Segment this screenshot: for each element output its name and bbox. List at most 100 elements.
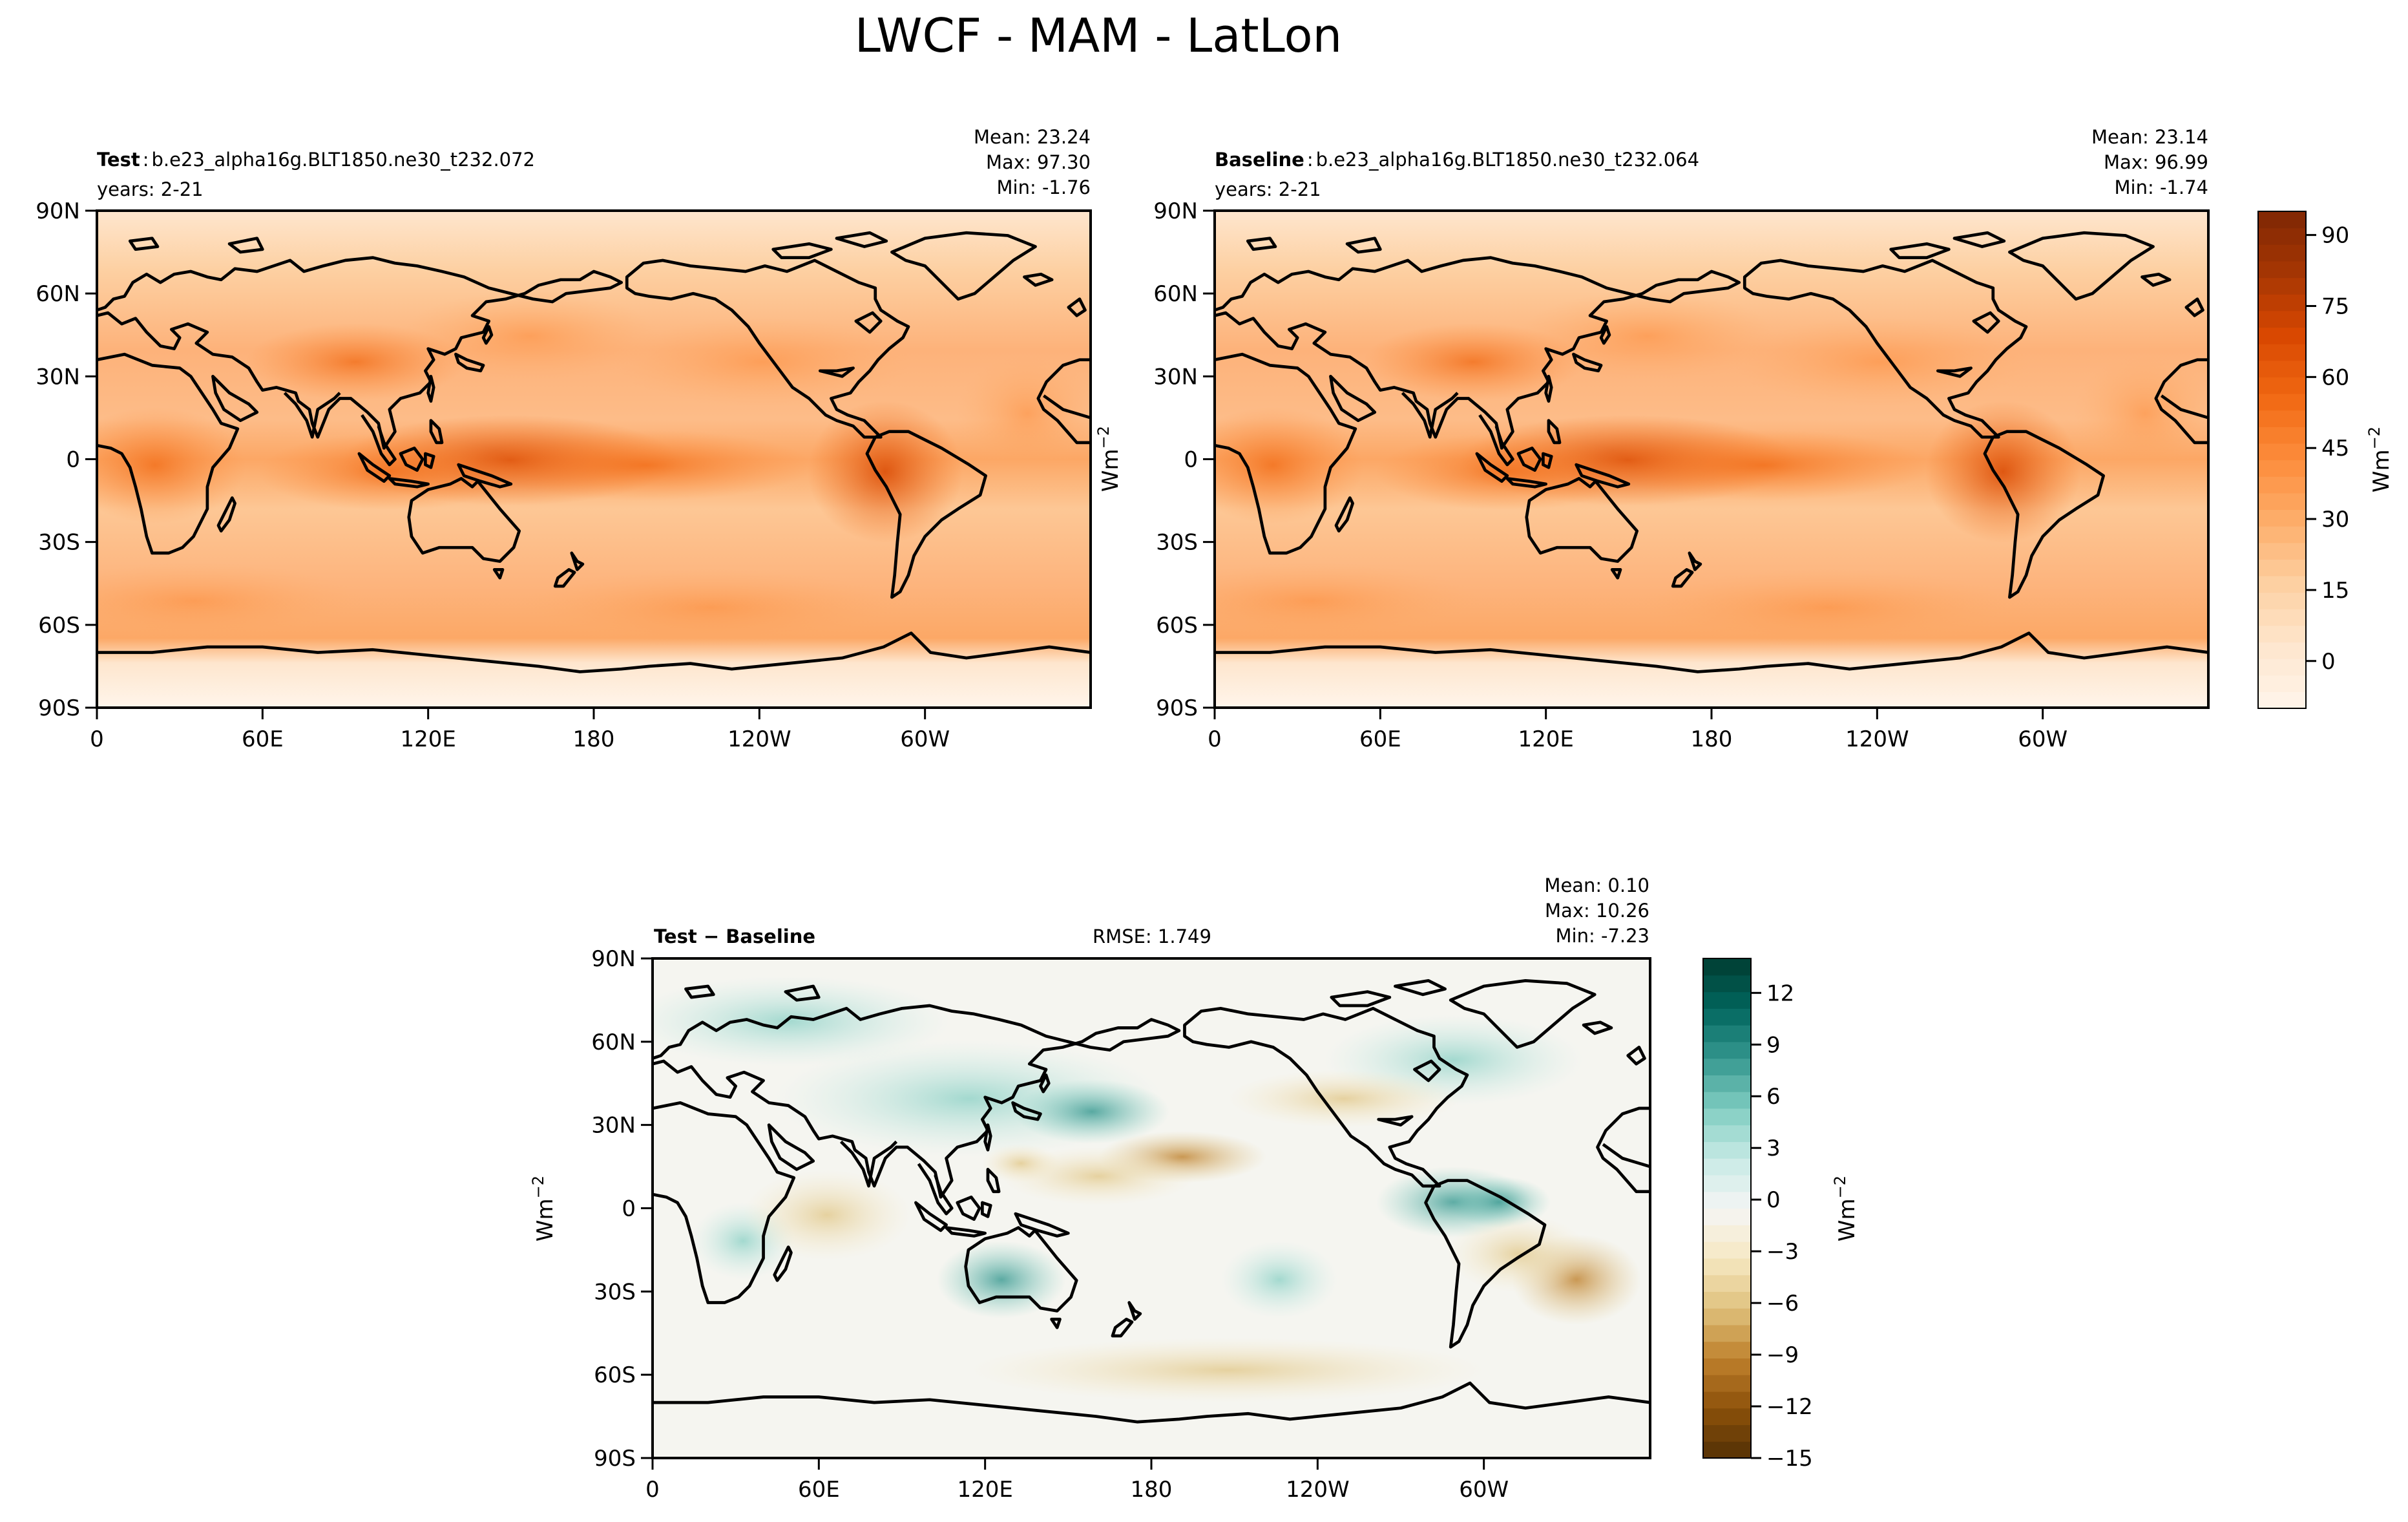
diff-colorbar-band [1703,1041,1751,1059]
diff-ytick-label: 60N [591,1030,636,1055]
diff-colorbar-label-sup: −2 [1831,1176,1849,1198]
diff-stat-min: Min: -7.23 [1556,925,1649,947]
baseline-colorbar-band [2258,427,2306,444]
baseline-colorbar-band [2258,659,2306,676]
baseline-years: years: 2-21 [1215,178,1321,200]
diff-ytick-label: 30N [591,1113,636,1139]
baseline-colorbar-band [2258,542,2306,560]
diff-ytick-label: 60S [594,1362,636,1388]
diff-colorbar-band [1703,1225,1751,1242]
diff-colorbar-label: Wm−2 [1831,1176,1860,1242]
test-xtick-label: 60W [900,726,950,752]
diff-colorbar-tick-label: −15 [1766,1446,1813,1472]
test-label-bold: Test [97,149,140,171]
baseline-label-sep: : [1307,149,1314,171]
baseline-stat-min: Min: -1.74 [2115,176,2208,198]
test-years: years: 2-21 [97,178,204,200]
baseline-colorbar-band [2258,625,2306,643]
baseline-colorbar-band [2258,460,2306,477]
diff-xtick-label: 0 [645,1477,660,1503]
test-ytick-label: 90N [36,198,80,224]
diff-colorbar-band [1703,958,1751,976]
diff-ytick-label: 0 [622,1196,636,1222]
diff-colorbar-tick-label: −9 [1766,1342,1799,1368]
diff-colorbar-band [1703,1358,1751,1375]
baseline-colorbar-band [2258,211,2306,229]
diff-colorbar-band [1703,1174,1751,1192]
diff-colorbar-band [1703,1242,1751,1259]
baseline-colorbar-band [2258,294,2306,312]
diff-colorbar-band [1703,1075,1751,1092]
baseline-colorbar-tick-label: 60 [2321,365,2349,390]
diff-colorbar-band [1703,991,1751,1009]
diff-colorbar-band [1703,1092,1751,1109]
test-ytick-label: 60N [36,281,80,307]
diff-colorbar-band [1703,1274,1751,1292]
test-ylabel-sup: −2 [1094,426,1113,449]
diff-colorbar-tick-label: 9 [1766,1032,1781,1058]
baseline-colorbar-band [2258,393,2306,411]
baseline-axis-ticks: 0 60E 120E 180 120W 60W 90N 60N 30N 0 30S 60S 90S [1153,198,2068,752]
baseline-label-bold: Baseline [1215,149,1304,171]
baseline-ytick-label: 30S [1156,530,1198,556]
baseline-colorbar-band [2258,509,2306,527]
test-panel: 0 60E 120E 180 120W 60W 90N 60N 30N 0 30S 60S 90S Te… [36,126,1092,752]
diff-ytick-label: 90N [591,946,636,972]
baseline-stat-max: Max: 96.99 [2104,151,2208,173]
test-case-name: b.e23_alpha16g.BLT1850.ne30_t232.072 [152,149,536,171]
baseline-colorbar-band [2258,592,2306,609]
baseline-colorbar-band [2258,692,2306,709]
diff-colorbar-tick-label: 6 [1766,1084,1781,1110]
baseline-colorbar-label: Wm−2 [2365,427,2394,492]
diff-xtick-label: 60W [1459,1477,1509,1503]
diff-colorbar-tick-label: −12 [1766,1394,1813,1420]
baseline-xtick-label: 120W [1845,726,1909,752]
diff-colorbar-band [1703,1324,1751,1342]
baseline-map-field [1215,211,2208,708]
baseline-colorbar-band [2258,244,2306,262]
test-axis-ticks: 0 60E 120E 180 120W 60W 90N 60N 30N 0 30S 60S 90S [36,198,950,752]
baseline-ytick-label: 60S [1156,613,1198,639]
diff-xtick-label: 120E [957,1477,1012,1503]
diff-colorbar-band [1703,1375,1751,1392]
test-ylabel-base: Wm [1098,449,1124,492]
diff-colorbar-band [1703,1258,1751,1276]
test-ylabel: Wm−2 [1094,426,1124,492]
test-ytick-label: 30S [38,530,80,556]
baseline-xtick-label: 60W [2018,726,2068,752]
diff-rmse: RMSE: 1.749 [1093,925,1211,947]
baseline-colorbar-band [2258,642,2306,659]
test-xtick-label: 60E [242,726,284,752]
baseline-colorbar-band [2258,492,2306,510]
test-case-label: Test: b.e23_alpha16g.BLT1850.ne30_t232.07… [97,149,535,171]
baseline-colorbar-band [2258,277,2306,295]
diff-colorbar-band [1703,1141,1751,1159]
test-ytick-label: 0 [66,447,80,473]
baseline-ytick-label: 0 [1184,447,1198,473]
diff-colorbar-band [1703,1391,1751,1409]
diff-colorbar-band [1703,1341,1751,1358]
baseline-case-label: Baseline: b.e23_alpha16g.BLT1850.ne30_t23… [1215,149,1699,171]
test-xtick-label: 0 [90,726,104,752]
baseline-colorbar-tick-label: 15 [2321,578,2349,604]
baseline-ytick-label: 60N [1153,281,1198,307]
baseline-colorbar-band [2258,575,2306,593]
diff-colorbar-band [1703,1408,1751,1426]
diff-colorbar-band [1703,1158,1751,1176]
baseline-colorbar-label-base: Wm [2369,449,2394,492]
baseline-colorbar-band [2258,227,2306,245]
diff-colorbar-tick-label: −3 [1766,1239,1799,1265]
baseline-colorbar-band [2258,260,2306,279]
diff-ylabel-sup: −2 [529,1176,547,1198]
diff-colorbar-band [1703,1191,1751,1209]
baseline-colorbar-band [2258,327,2306,344]
baseline-xtick-label: 60E [1359,726,1401,752]
baseline-ytick-label: 90N [1153,198,1198,224]
baseline-colorbar-band [2258,360,2306,377]
baseline-panel: 0 60E 120E 180 120W 60W 90N 60N 30N 0 30S 60S 90S Ba… [1153,126,2210,752]
baseline-colorbar-band [2258,344,2306,361]
diff-panel: 0 60E 120E 180 120W 60W 90N 60N 30N 0 30S 60S 90S Te… [529,874,1651,1503]
baseline-colorbar-band [2258,559,2306,576]
test-label-sep: : [143,149,149,171]
test-ytick-label: 30N [36,364,80,390]
